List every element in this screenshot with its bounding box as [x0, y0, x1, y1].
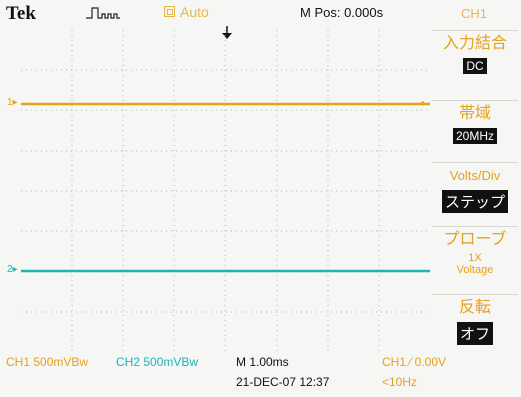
trigger-info: CH1 ⁄ 0.00V	[382, 355, 447, 369]
brand-logo: Tek	[6, 3, 36, 24]
menu-item-invert[interactable]: 反転 オフ	[432, 294, 518, 351]
menu-item-label: プローブ	[443, 231, 507, 248]
menu-item-coupling[interactable]: 入力結合 DC	[432, 30, 518, 89]
ch2-ground-marker: 2▸	[7, 264, 18, 275]
side-menu: CH1 入力結合 DC 帯域 20MHz Volts/Div ステップ プローブ…	[430, 0, 521, 352]
trigger-position-arrow-icon	[222, 26, 232, 39]
menu-item-value: ステップ	[441, 190, 508, 213]
menu-item-volts-div[interactable]: Volts/Div ステップ	[432, 162, 518, 221]
menu-item-value: 20MHz	[452, 128, 497, 144]
ch1-scale: CH1 500mVBw	[6, 355, 89, 369]
menu-title: CH1	[460, 6, 487, 21]
menu-item-value: オフ	[456, 322, 493, 345]
trigger-frequency: <10Hz	[382, 375, 418, 389]
menu-item-probe[interactable]: プローブ 1X Voltage	[432, 226, 518, 287]
waveform-display: 1▸ 2▸ ◂	[7, 30, 430, 352]
status-bar: CH1 500mVBw CH2 500mVBw M 1.00ms CH1 ⁄ 0…	[0, 352, 521, 397]
status-header: Tek Auto M Pos: 0.000s	[0, 0, 430, 39]
timebase: M 1.00ms	[236, 355, 289, 369]
menu-item-label: 反転	[458, 299, 491, 316]
menu-item-label: 帯域	[458, 105, 491, 122]
graticule	[21, 30, 430, 352]
menu-item-value: 1X Voltage	[456, 252, 494, 276]
ch1-ground-marker: 1▸	[7, 97, 18, 108]
ch1-trigger-level-marker: ◂	[419, 98, 425, 109]
menu-item-label: 入力結合	[442, 35, 507, 52]
datetime: 21-DEC-07 12:37	[236, 375, 330, 389]
menu-item-value: DC	[463, 58, 487, 74]
horizontal-position: M Pos: 0.000s	[300, 5, 384, 20]
acquisition-icon	[164, 6, 175, 17]
menu-item-label: Volts/Div	[449, 168, 501, 183]
trigger-edge-icon	[86, 7, 120, 19]
menu-item-bandwidth[interactable]: 帯域 20MHz	[432, 100, 518, 159]
ch2-scale: CH2 500mVBw	[116, 355, 199, 369]
acquisition-state: Auto	[180, 4, 209, 20]
